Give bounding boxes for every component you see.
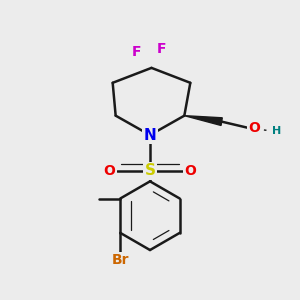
Text: F: F <box>132 45 141 59</box>
Text: O: O <box>248 121 260 135</box>
Text: H: H <box>272 126 282 136</box>
Text: N: N <box>144 128 156 142</box>
Text: Br: Br <box>112 253 129 267</box>
Text: O: O <box>184 164 196 178</box>
Text: S: S <box>145 164 155 178</box>
Polygon shape <box>184 116 222 125</box>
Text: O: O <box>104 164 116 178</box>
Text: F: F <box>157 42 167 56</box>
